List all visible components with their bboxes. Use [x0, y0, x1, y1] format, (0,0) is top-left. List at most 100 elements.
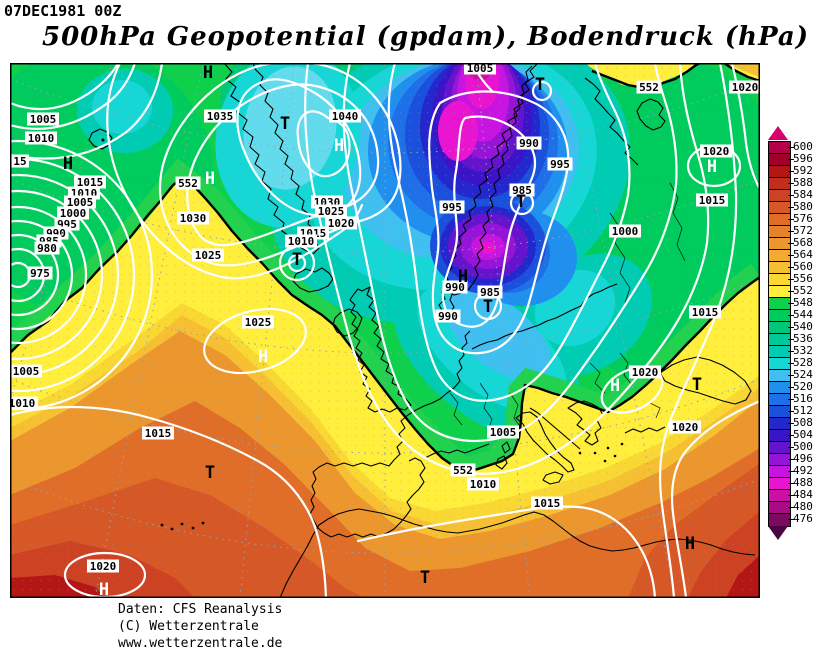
high-pressure-center: H: [685, 534, 695, 554]
scale-value-label: 536: [793, 332, 813, 345]
isobar-label: 1000: [609, 224, 641, 238]
high-pressure-center: H: [205, 169, 215, 189]
svg-text:1015: 1015: [692, 306, 719, 319]
scale-tick: [788, 279, 794, 280]
scale-value-label: 512: [793, 404, 813, 417]
low-pressure-center: T: [280, 114, 290, 134]
scale-swatch: [769, 370, 790, 382]
svg-text:1025: 1025: [318, 205, 345, 218]
svg-text:975: 975: [30, 267, 50, 280]
scale-tick: [788, 363, 794, 364]
scale-tick: [788, 459, 794, 460]
isobar-label: 1010: [467, 477, 499, 491]
scale-value-label: 596: [793, 152, 813, 165]
scale-value-label: 492: [793, 464, 813, 477]
scale-swatch: [769, 430, 790, 442]
low-pressure-center: T: [535, 75, 545, 95]
isobar-label: 1005: [487, 425, 519, 439]
isobar-label: 1015: [696, 193, 728, 207]
map-area: 1005101015101510101005100099599098598097…: [10, 63, 760, 598]
footer-website: www.wetterzentrale.de: [118, 636, 283, 651]
scale-tick: [788, 483, 794, 484]
page-title: 500hPa Geopotential (gpdam), Bodendruck …: [42, 22, 810, 52]
isobar-label: 1005: [10, 364, 42, 378]
scale-swatch: [769, 310, 790, 322]
svg-text:552: 552: [178, 177, 198, 190]
isobar-label: 985: [509, 183, 535, 197]
scale-value-label: 600: [793, 140, 813, 153]
scale-tick: [788, 507, 794, 508]
svg-text:1040: 1040: [332, 110, 359, 123]
scale-swatch: [769, 178, 790, 190]
svg-text:1005: 1005: [67, 196, 94, 209]
svg-text:990: 990: [519, 137, 539, 150]
high-pressure-center: H: [99, 580, 109, 598]
footer-copyright: (C) Wetterzentrale: [118, 619, 259, 634]
isobar-label: 995: [547, 157, 573, 171]
low-pressure-center: T: [420, 568, 430, 588]
scale-swatch: [769, 382, 790, 394]
scale-value-label: 540: [793, 320, 813, 333]
scale-value-label: 552: [793, 284, 813, 297]
scale-value-label: 528: [793, 356, 813, 369]
svg-text:552: 552: [453, 464, 473, 477]
scale-tick: [788, 519, 794, 520]
scale-value-label: 516: [793, 392, 813, 405]
isobar-label: 1005: [64, 195, 96, 209]
scale-swatch: [769, 154, 790, 166]
scale-tick: [788, 399, 794, 400]
scale-value-label: 572: [793, 224, 813, 237]
svg-text:1005: 1005: [13, 365, 40, 378]
high-pressure-center: H: [63, 154, 73, 174]
scale-swatch: [769, 142, 790, 154]
isobar-label: 990: [516, 136, 542, 150]
svg-text:1020: 1020: [632, 366, 659, 379]
weather-map: 1005101015101510101005100099599098598097…: [10, 63, 760, 598]
isobar-label: 1005: [464, 63, 496, 75]
scale-swatch: [769, 262, 790, 274]
scale-value-label: 504: [793, 428, 813, 441]
svg-text:1020: 1020: [732, 81, 759, 94]
svg-text:1035: 1035: [207, 110, 234, 123]
scale-tick: [788, 147, 794, 148]
svg-text:1010: 1010: [10, 397, 35, 410]
svg-text:1000: 1000: [60, 207, 87, 220]
scale-value-label: 580: [793, 200, 813, 213]
isobar-label: 1005: [27, 112, 59, 126]
isobar-label: 1020: [325, 216, 357, 230]
scale-tick: [788, 255, 794, 256]
isobar-label: 1020: [87, 559, 119, 573]
scale-tick: [788, 351, 794, 352]
high-pressure-center: H: [458, 267, 468, 287]
low-pressure-center: T: [692, 375, 702, 395]
height-contour-label: 552: [450, 463, 476, 477]
isobar-label: 990: [435, 309, 461, 323]
scale-swatch: [769, 466, 790, 478]
map-border: [10, 63, 760, 598]
scale-swatch: [769, 214, 790, 226]
scale-swatch: [769, 250, 790, 262]
scale-tick: [788, 327, 794, 328]
scale-tick: [788, 231, 794, 232]
svg-text:552: 552: [639, 81, 659, 94]
isobar-label: 975: [27, 266, 53, 280]
svg-text:1010: 1010: [470, 478, 497, 491]
svg-text:1015: 1015: [145, 427, 172, 440]
scale-value-label: 520: [793, 380, 813, 393]
scale-value-label: 524: [793, 368, 813, 381]
scale-tick: [788, 159, 794, 160]
scale-value-label: 564: [793, 248, 813, 261]
scale-value-label: 556: [793, 272, 813, 285]
isobar-label: 1010: [10, 396, 38, 410]
svg-text:1015: 1015: [77, 176, 104, 189]
scale-swatch: [769, 274, 790, 286]
scale-tick: [788, 435, 794, 436]
scale-swatch: [769, 418, 790, 430]
height-contour-label: 552: [175, 176, 201, 190]
scale-swatch: [769, 490, 790, 502]
scale-tick: [788, 495, 794, 496]
svg-text:985: 985: [480, 286, 500, 299]
isobar-label: 1025: [192, 248, 224, 262]
svg-text:1010: 1010: [288, 235, 315, 248]
scale-tick: [788, 339, 794, 340]
